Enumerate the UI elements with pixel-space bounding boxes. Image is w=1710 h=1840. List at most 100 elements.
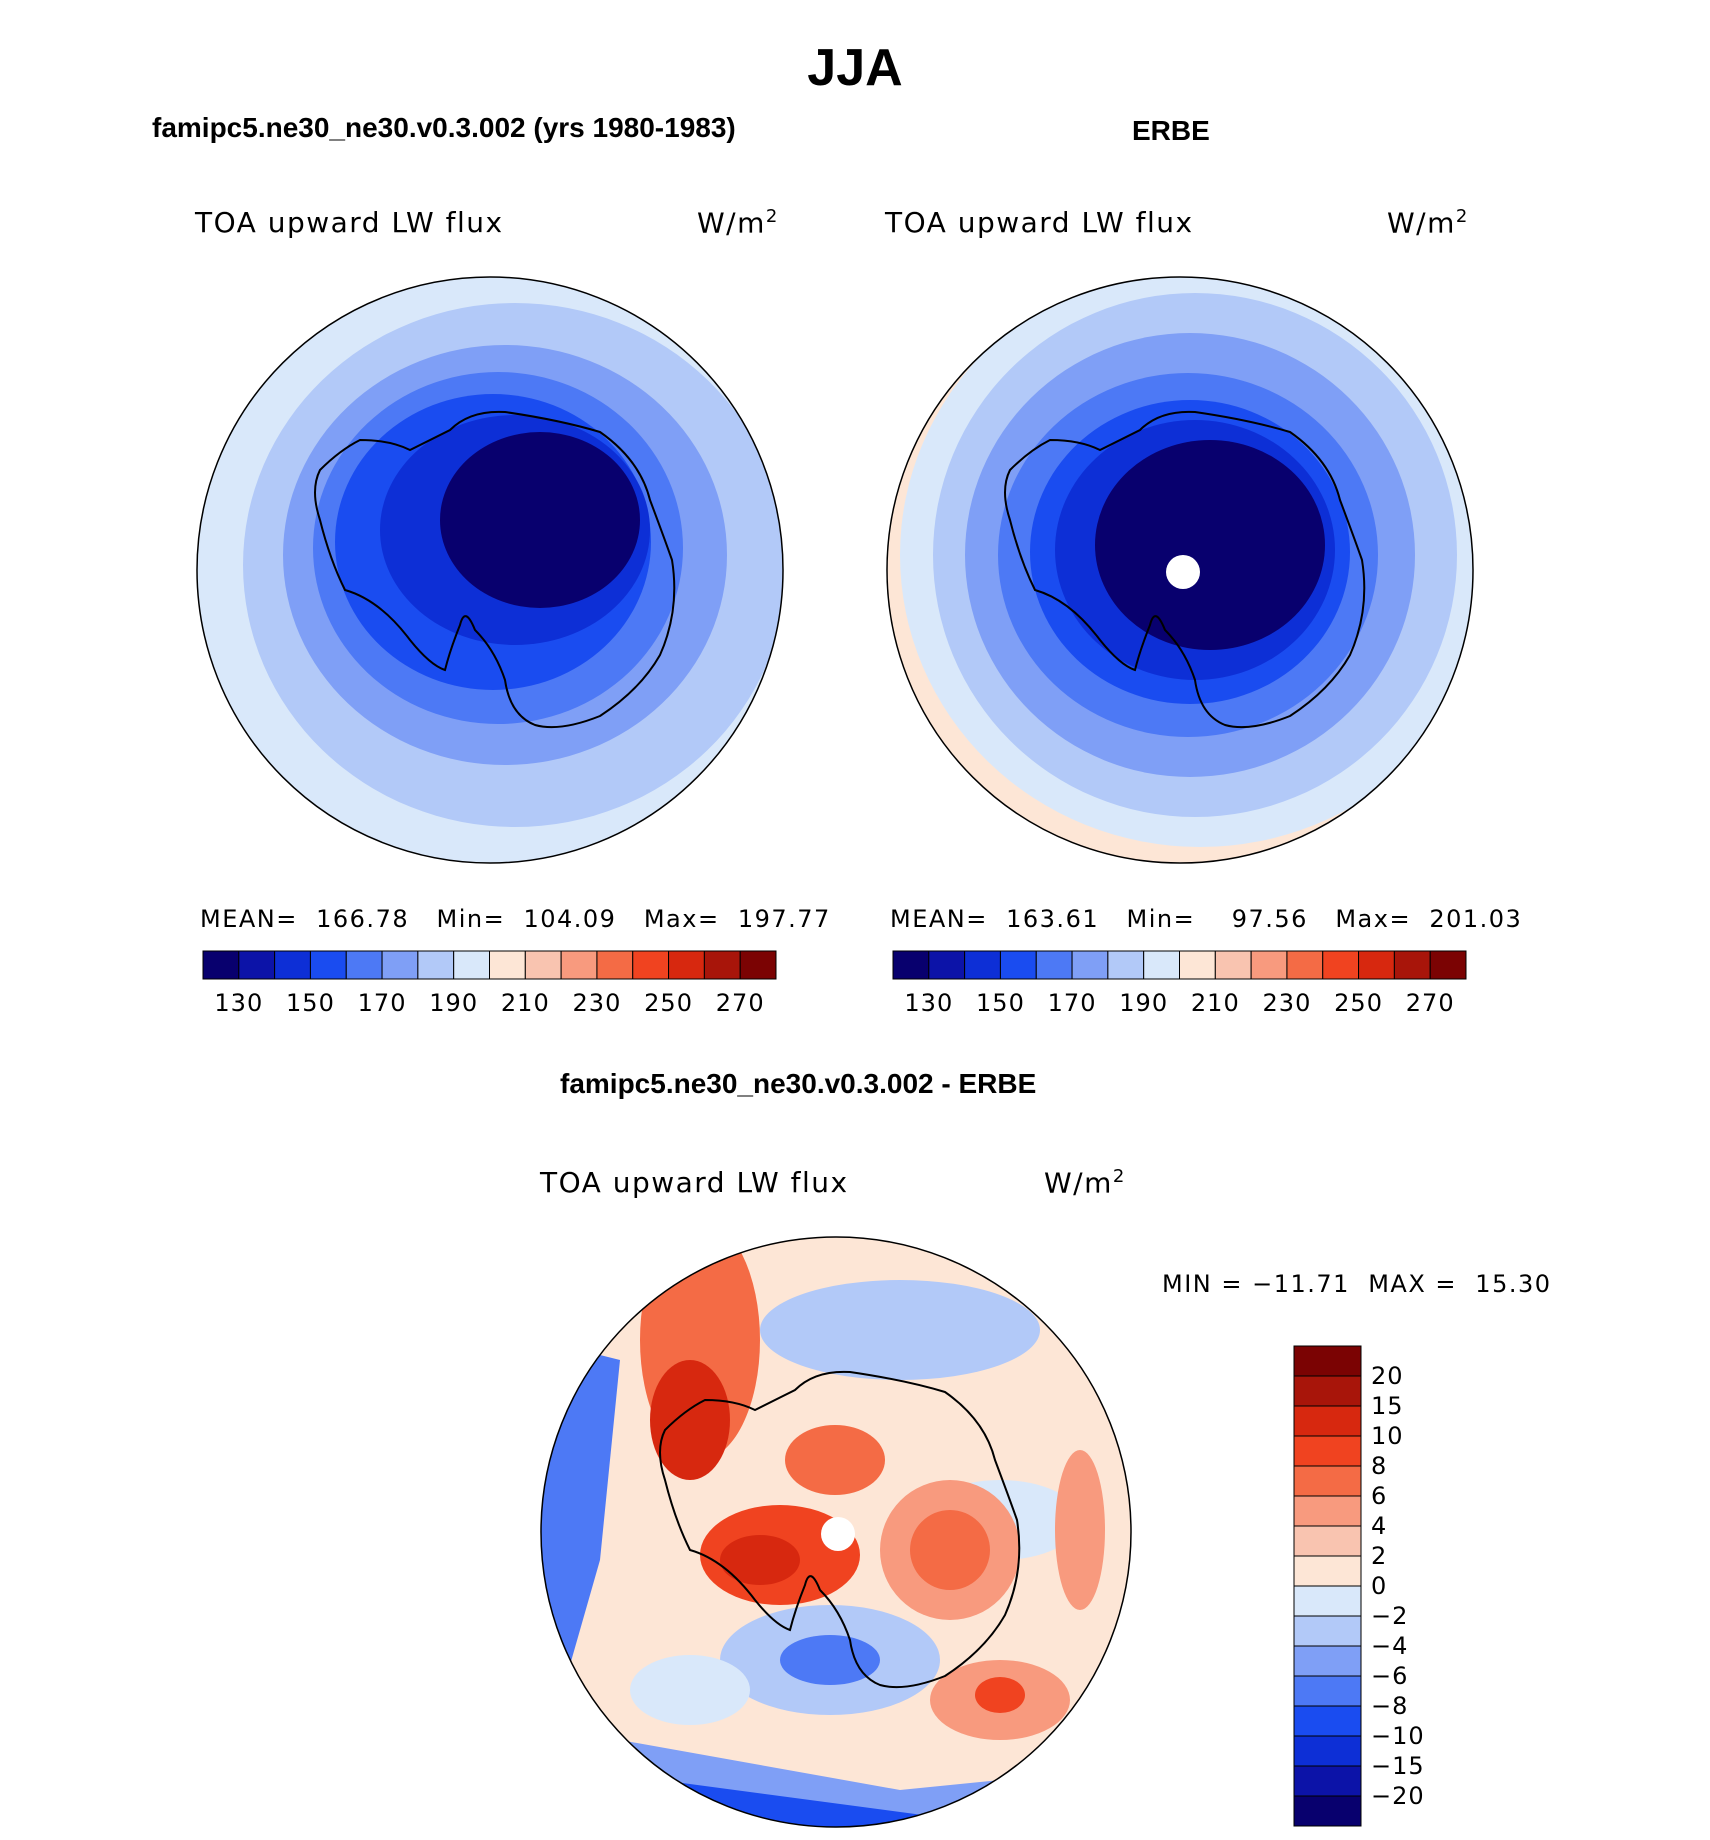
- panel-3-title: famipc5.ne30_ne30.v0.3.002 - ERBE: [560, 1068, 1037, 1099]
- panel-2-coastline: [1004, 410, 1366, 729]
- colorbar-swatch: [274, 950, 311, 980]
- colorbar-tick-label: 210: [500, 989, 550, 1017]
- panel-2-units-sup: 2: [1455, 206, 1469, 227]
- panel-3-max: 15.30: [1475, 1270, 1552, 1298]
- colorbar-swatch: [1293, 1345, 1362, 1377]
- colorbar-swatch: [1293, 1645, 1362, 1677]
- panel-1-map-border: [196, 276, 784, 864]
- panel-3-stats: MIN = −11.71 MAX = 15.30: [1162, 1270, 1552, 1298]
- panel-3-units-text: W/m: [1044, 1166, 1113, 1200]
- colorbar-tick-label: 270: [1405, 989, 1455, 1017]
- colorbar-tick-label: 15: [1371, 1392, 1404, 1420]
- panel-1-mean-label: MEAN=: [200, 905, 298, 933]
- panel-3-min: −11.71: [1252, 1270, 1350, 1298]
- panel-1-units-sup: 2: [765, 206, 779, 227]
- panel-1-max-label: Max=: [643, 905, 720, 933]
- panel-2-variable: TOA upward LW flux: [885, 206, 1194, 239]
- colorbar-swatch: [1293, 1585, 1362, 1617]
- panel-2-map: [887, 277, 1473, 863]
- colorbar-swatch: [1071, 950, 1109, 980]
- colorbar-tick-label: 190: [429, 989, 479, 1017]
- colorbar-tick-label: 2: [1371, 1542, 1388, 1570]
- panel-2-units: W/m2: [1387, 206, 1469, 239]
- colorbar-swatch: [1250, 950, 1288, 980]
- colorbar-difference: [1293, 1345, 1362, 1827]
- colorbar-swatch: [1143, 950, 1180, 980]
- colorbar-tick-label: −10: [1371, 1722, 1425, 1750]
- panel-1-units-text: W/m: [697, 206, 766, 240]
- colorbar-swatch: [1179, 950, 1216, 980]
- colorbar-tick-label: 130: [904, 989, 954, 1017]
- panel-1-min-label: Min=: [436, 905, 506, 933]
- colorbar-tick-label: 150: [976, 989, 1025, 1017]
- colorbar-swatch: [999, 950, 1037, 980]
- colorbar-swatch: [964, 950, 1001, 980]
- colorbar-swatch: [1107, 950, 1145, 980]
- panel-1-stats: MEAN= 166.78 Min= 104.09 Max= 197.77: [200, 905, 831, 933]
- panel-3-min-label: MIN =: [1162, 1270, 1243, 1298]
- colorbar-tick-label: 270: [715, 989, 765, 1017]
- colorbar-swatch: [1293, 1615, 1362, 1647]
- colorbar-tick-label: 250: [644, 989, 693, 1017]
- panel-2-max: 201.03: [1429, 905, 1523, 933]
- panel-3-map-border: [540, 1236, 1132, 1828]
- colorbar-2: [892, 950, 1467, 980]
- panel-1-mean: 166.78: [316, 905, 410, 933]
- colorbar-tick-label: 170: [1047, 989, 1097, 1017]
- colorbar-swatch: [417, 950, 455, 980]
- colorbar-1: [202, 950, 777, 980]
- panel-3-pole-mask: [821, 1517, 855, 1551]
- colorbar-swatch: [1322, 950, 1360, 980]
- panel-2-min-label: Min=: [1126, 905, 1196, 933]
- colorbar-swatch: [1293, 1375, 1362, 1407]
- panel-2-min: 97.56: [1231, 905, 1308, 933]
- colorbar-tick-label: 170: [357, 989, 407, 1017]
- colorbar-tick-label: 230: [1262, 989, 1312, 1017]
- panel-1-units: W/m2: [697, 206, 779, 239]
- colorbar-swatch: [345, 950, 383, 980]
- colorbar-tick-label: −20: [1371, 1782, 1425, 1810]
- colorbar-tick-label: 130: [214, 989, 264, 1017]
- panel-1-map: [197, 277, 783, 863]
- colorbar-swatch: [524, 950, 562, 980]
- colorbar-swatch: [1286, 950, 1324, 980]
- panel-3-units-sup: 2: [1112, 1166, 1126, 1187]
- colorbar-swatch: [489, 950, 526, 980]
- colorbar-swatch: [1293, 1795, 1362, 1827]
- colorbar-tick-label: 210: [1190, 989, 1240, 1017]
- panel-2-units-text: W/m: [1387, 206, 1456, 240]
- colorbar-swatch: [1293, 1465, 1362, 1497]
- colorbar-swatch: [560, 950, 598, 980]
- colorbar-swatch: [739, 950, 777, 980]
- colorbar-tick-label: 6: [1371, 1482, 1388, 1510]
- panel-3-variable: TOA upward LW flux: [540, 1166, 849, 1199]
- colorbar-swatch: [1214, 950, 1252, 980]
- colorbar-tick-label: 20: [1371, 1362, 1404, 1390]
- colorbar-tick-label: 250: [1334, 989, 1383, 1017]
- colorbar-swatch: [928, 950, 966, 980]
- panel-2-stats: MEAN= 163.61 Min= 97.56 Max= 201.03: [890, 905, 1522, 933]
- panel-2-pole-mask: [1166, 555, 1200, 589]
- panel-1-variable: TOA upward LW flux: [195, 206, 504, 239]
- colorbar-tick-label: 230: [572, 989, 622, 1017]
- colorbar-swatch: [1358, 950, 1395, 980]
- colorbar-tick-label: 150: [286, 989, 335, 1017]
- colorbar-tick-label: −6: [1371, 1662, 1409, 1690]
- colorbar-tick-label: −8: [1371, 1692, 1409, 1720]
- colorbar-swatch: [1429, 950, 1467, 980]
- colorbar-swatch: [202, 950, 240, 980]
- panel-1-min: 104.09: [523, 905, 617, 933]
- panel-1-coastline: [314, 410, 676, 729]
- panel-2-mean: 163.61: [1006, 905, 1100, 933]
- colorbar-swatch: [381, 950, 419, 980]
- panel-1-max: 197.77: [737, 905, 831, 933]
- colorbar-tick-label: 0: [1371, 1572, 1388, 1600]
- colorbar-swatch: [1293, 1495, 1362, 1527]
- colorbar-tick-label: 4: [1371, 1512, 1388, 1540]
- panel-3-units: W/m2: [1044, 1166, 1126, 1199]
- colorbar-swatch: [1293, 1765, 1362, 1797]
- colorbar-swatch: [1293, 1555, 1362, 1587]
- panel-2-mean-label: MEAN=: [890, 905, 988, 933]
- colorbar-swatch: [238, 950, 276, 980]
- panel-2-map-border: [886, 276, 1474, 864]
